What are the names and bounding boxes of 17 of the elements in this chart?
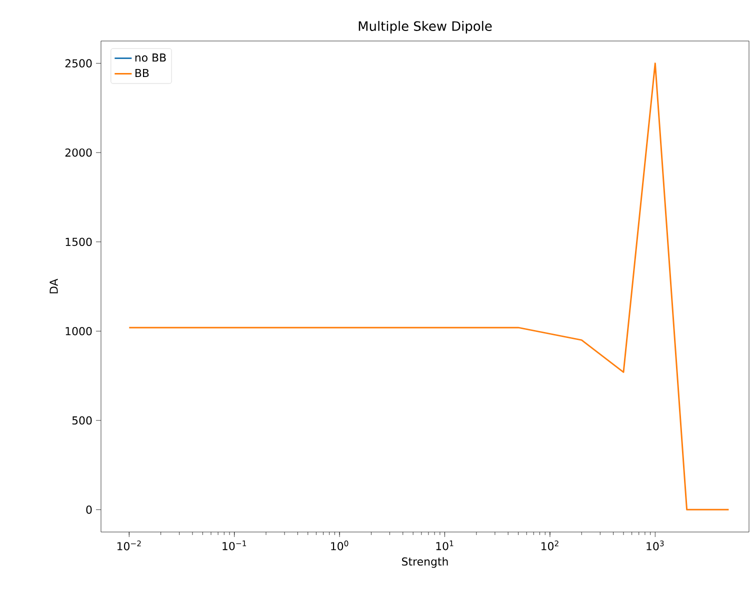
x-tick-label: 10$^{0}$ [331, 540, 348, 550]
x-tick-label: 10$^{−1}$ [222, 540, 246, 550]
x-tick-label: 10$^{−2}$ [117, 540, 141, 550]
y-tick-label: 2500 [65, 59, 92, 68]
y-tick-label: 0 [86, 506, 92, 514]
x-tick-label: 10$^{1}$ [436, 540, 454, 550]
y-axis-title: DA [50, 278, 58, 294]
legend-label: BB [135, 69, 149, 78]
y-tick-label: 1500 [66, 238, 92, 246]
x-tick-label: 10$^{3}$ [646, 540, 664, 550]
y-tick-label: 1000 [66, 327, 92, 336]
chart-title: Multiple Skew Dipole [358, 20, 492, 34]
y-tick-label: 500 [72, 416, 92, 425]
x-axis-title: Strength [402, 557, 448, 568]
legend-label: no BB [135, 54, 166, 62]
x-tick-label: 10$^{2}$ [542, 540, 558, 550]
y-tick-label: 2000 [65, 148, 92, 157]
